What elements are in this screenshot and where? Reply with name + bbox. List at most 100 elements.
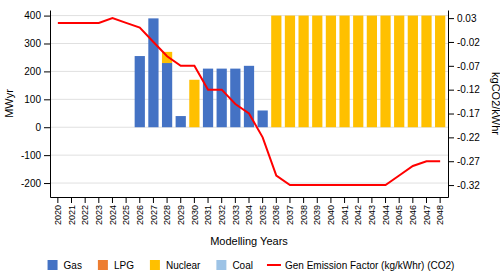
tick-mark bbox=[262, 197, 263, 203]
tick-mark bbox=[303, 197, 304, 203]
bar bbox=[176, 116, 186, 117]
tick: 2040 bbox=[326, 197, 336, 225]
tick: 2030 bbox=[190, 197, 200, 225]
grid bbox=[50, 16, 448, 183]
x-axis: 2020202120222023202420252026202720282029… bbox=[51, 197, 449, 225]
x-axis-title: Modelling Years bbox=[210, 235, 288, 247]
bar bbox=[135, 56, 145, 127]
tick-label: 2025 bbox=[121, 205, 131, 225]
tick: 2023 bbox=[94, 197, 104, 225]
bar bbox=[189, 79, 199, 80]
bar bbox=[230, 68, 240, 69]
legend-swatch bbox=[150, 260, 160, 270]
tick-label: 2045 bbox=[394, 205, 404, 225]
tick: 2035 bbox=[258, 197, 268, 225]
tick-mark bbox=[57, 197, 58, 203]
tick: 2044 bbox=[381, 197, 391, 225]
legend-label: Nuclear bbox=[166, 260, 201, 271]
tick-mark bbox=[448, 185, 454, 186]
legend-label: Gen Emission Factor (kg/kWhr) (CO2) bbox=[285, 260, 454, 271]
bar bbox=[121, 127, 131, 128]
bar bbox=[176, 116, 186, 117]
tick-label: 2034 bbox=[244, 205, 254, 225]
tick-mark bbox=[71, 197, 72, 203]
tick-mark bbox=[235, 197, 236, 203]
bar-series bbox=[162, 16, 445, 128]
legend-label: Gas bbox=[64, 260, 82, 271]
bar bbox=[80, 127, 90, 128]
tick-label: 2041 bbox=[340, 205, 350, 225]
tick-label: 400 bbox=[24, 10, 41, 21]
bar bbox=[380, 16, 390, 128]
bar bbox=[53, 127, 63, 128]
bar bbox=[80, 127, 90, 128]
tick-label: -0.07 bbox=[457, 61, 480, 72]
tick-mark bbox=[412, 197, 413, 203]
bar bbox=[339, 16, 349, 128]
bar bbox=[230, 68, 240, 69]
bar bbox=[380, 15, 390, 16]
bar bbox=[435, 16, 445, 128]
bar bbox=[94, 127, 104, 128]
axis-line bbox=[50, 11, 51, 198]
bar bbox=[258, 110, 268, 111]
tick: 0.03 bbox=[448, 13, 477, 24]
bar bbox=[121, 127, 131, 128]
tick-label: 2022 bbox=[80, 205, 90, 225]
tick-mark bbox=[448, 90, 454, 91]
tick-mark bbox=[44, 155, 50, 156]
bar bbox=[298, 16, 308, 128]
bar bbox=[203, 68, 213, 69]
tick-label: 2036 bbox=[271, 205, 281, 225]
tick-mark bbox=[440, 197, 441, 203]
legend-item: Coal bbox=[216, 260, 253, 271]
bar bbox=[121, 127, 131, 128]
tick-mark bbox=[249, 197, 250, 203]
bar bbox=[107, 127, 117, 128]
bar bbox=[312, 15, 322, 16]
bar bbox=[94, 127, 104, 128]
tick-mark bbox=[98, 197, 99, 203]
tick-mark bbox=[276, 197, 277, 203]
bar bbox=[135, 56, 145, 57]
tick-label: 2021 bbox=[67, 205, 77, 225]
tick: -0.27 bbox=[448, 156, 480, 167]
tick: 2036 bbox=[271, 197, 281, 225]
bar bbox=[189, 80, 199, 127]
legend-item: LPG bbox=[98, 260, 134, 271]
tick: 200 bbox=[24, 66, 50, 77]
tick-mark bbox=[44, 127, 50, 128]
legend-label: Coal bbox=[232, 260, 253, 271]
grid-line bbox=[50, 155, 448, 156]
bar bbox=[298, 15, 308, 16]
tick: -0.17 bbox=[448, 108, 480, 119]
tick-mark bbox=[44, 183, 50, 184]
tick-mark bbox=[44, 99, 50, 100]
bar-series bbox=[135, 18, 268, 127]
bar bbox=[66, 127, 76, 128]
tick-mark bbox=[399, 197, 400, 203]
tick: -0.12 bbox=[448, 84, 480, 95]
bar bbox=[121, 127, 131, 128]
tick: 2043 bbox=[367, 197, 377, 225]
bar bbox=[271, 16, 281, 128]
tick-label: 100 bbox=[24, 94, 41, 105]
legend: Gas LPG Nuclear Coal Gen Emission Factor (kg… bbox=[48, 260, 455, 271]
bar bbox=[230, 68, 240, 69]
tick-mark bbox=[221, 197, 222, 203]
tick-label: 2040 bbox=[326, 205, 336, 225]
tick: 2024 bbox=[108, 197, 118, 225]
tick-mark bbox=[448, 137, 454, 138]
bar bbox=[94, 127, 104, 128]
tick-label: -0.17 bbox=[457, 108, 480, 119]
tick-label: -0.32 bbox=[457, 180, 480, 191]
bar bbox=[162, 63, 172, 127]
tick-mark bbox=[180, 197, 181, 203]
bar bbox=[312, 16, 322, 128]
tick: -0.32 bbox=[448, 180, 480, 191]
tick-mark bbox=[344, 197, 345, 203]
legend-item: Gas bbox=[48, 260, 82, 271]
tick-mark bbox=[385, 197, 386, 203]
bar bbox=[244, 65, 254, 66]
tick: 400 bbox=[24, 10, 50, 21]
